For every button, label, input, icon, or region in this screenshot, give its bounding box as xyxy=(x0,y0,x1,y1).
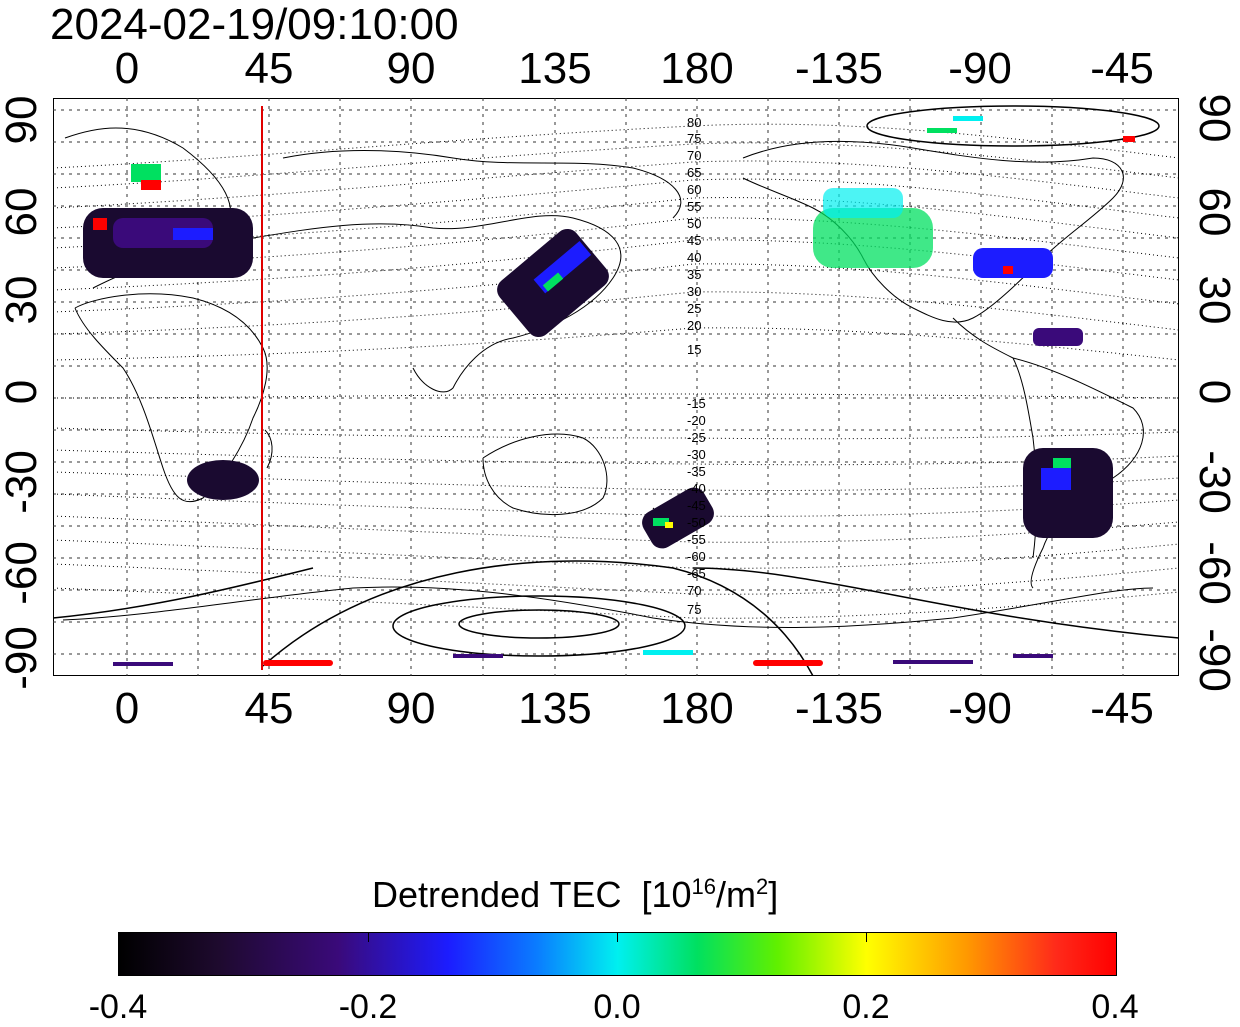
contour-label: 70 xyxy=(687,583,701,598)
left-lat-tick: 60 xyxy=(0,187,46,237)
colorbar-tick-label: -0.4 xyxy=(88,988,148,1026)
right-lat-tick: -60 xyxy=(1190,541,1239,605)
right-lat-tick: 30 xyxy=(1190,275,1239,325)
colorbar-unit-mid: /m xyxy=(716,874,757,915)
contour-label: 25 xyxy=(687,301,701,316)
contour-label: -60 xyxy=(687,549,706,564)
contour-label: -30 xyxy=(687,447,706,462)
colorbar-title-text: Detrended TEC xyxy=(372,874,622,915)
contour-label: -25 xyxy=(687,430,706,445)
bottom-lon-tick: 135 xyxy=(518,684,592,733)
contour-label: -40 xyxy=(687,481,706,496)
contour-label: -55 xyxy=(687,532,706,547)
contour-label: 20 xyxy=(687,318,701,333)
colorbar-unit-exponent: 16 xyxy=(691,874,717,899)
colorbar-tick-mark xyxy=(368,932,369,942)
bottom-lon-tick: -135 xyxy=(794,684,884,733)
left-lat-tick: 90 xyxy=(0,95,46,145)
contour-label: 55 xyxy=(687,199,701,214)
contour-label: -35 xyxy=(687,464,706,479)
left-lat-tick: 30 xyxy=(0,275,46,325)
contour-label: -50 xyxy=(687,515,706,530)
colorbar-unit-prefix: [10 xyxy=(641,874,692,915)
top-lon-tick: 180 xyxy=(660,44,734,93)
left-lat-tick: -90 xyxy=(0,626,46,690)
polar-contours xyxy=(53,105,1179,676)
bottom-lon-tick: 90 xyxy=(386,684,436,733)
contour-label: -45 xyxy=(687,498,706,513)
right-lat-tick: 60 xyxy=(1190,187,1239,237)
colorbar-title: Detrended TEC [1016/m2] xyxy=(372,874,778,916)
bottom-lon-tick: -90 xyxy=(948,684,1012,733)
contour-label: 40 xyxy=(687,250,701,265)
bottom-lon-tick: 45 xyxy=(244,684,294,733)
top-lon-tick: -90 xyxy=(948,44,1012,93)
right-lat-tick: -90 xyxy=(1190,628,1239,692)
tec-map: 80 75 70 65 60 55 50 45 40 35 30 25 20 1… xyxy=(53,98,1179,676)
bottom-lon-tick: 0 xyxy=(114,684,140,733)
left-lat-tick: 0 xyxy=(0,379,46,405)
colorbar-tick-label: 0.0 xyxy=(593,988,641,1026)
colorbar-tick-label: -0.2 xyxy=(338,988,398,1026)
contour-label: 70 xyxy=(687,148,701,163)
timestamp-title: 2024-02-19/09:10:00 xyxy=(50,0,459,49)
right-lat-tick: 0 xyxy=(1190,379,1239,405)
colorbar-unit-exponent-2: 2 xyxy=(756,874,769,899)
contour-label: -20 xyxy=(687,413,706,428)
colorbar-tick-label: 0.4 xyxy=(1091,988,1139,1026)
contour-label: 15 xyxy=(687,342,701,357)
contour-label: 45 xyxy=(687,233,701,248)
colorbar-tick-label: 0.2 xyxy=(842,988,890,1026)
colorbar-unit-suffix: ] xyxy=(768,874,779,915)
map-border xyxy=(53,98,1179,676)
contour-label: 35 xyxy=(687,267,701,282)
contour-label: -65 xyxy=(687,566,706,581)
colorbar-tick-mark xyxy=(617,932,618,942)
right-lat-tick: 90 xyxy=(1190,93,1239,143)
contour-label: 50 xyxy=(687,216,701,231)
contour-label: 80 xyxy=(687,115,701,130)
bottom-lon-tick: -45 xyxy=(1090,684,1154,733)
contour-label: 75 xyxy=(687,602,701,617)
contour-label: 75 xyxy=(687,131,701,146)
contour-label: -15 xyxy=(687,396,706,411)
top-lon-tick: -45 xyxy=(1090,44,1154,93)
contour-label: 65 xyxy=(687,165,701,180)
contour-label: 30 xyxy=(687,284,701,299)
top-lon-tick: 90 xyxy=(386,44,436,93)
bottom-lon-tick: 180 xyxy=(660,684,734,733)
top-lon-tick: 45 xyxy=(244,44,294,93)
contour-lines xyxy=(53,123,1179,619)
top-lon-tick: 0 xyxy=(114,44,140,93)
right-lat-tick: -30 xyxy=(1190,450,1239,514)
left-lat-tick: -60 xyxy=(0,541,46,605)
contour-label: 60 xyxy=(687,182,701,197)
top-lon-tick: -135 xyxy=(794,44,884,93)
left-lat-tick: -30 xyxy=(0,450,46,514)
top-lon-tick: 135 xyxy=(518,44,592,93)
contour-value-labels: 80 75 70 65 60 55 50 45 40 35 30 25 20 1… xyxy=(687,115,706,617)
tec-observation-clusters xyxy=(83,116,1135,666)
colorbar-tick-mark xyxy=(866,932,867,942)
